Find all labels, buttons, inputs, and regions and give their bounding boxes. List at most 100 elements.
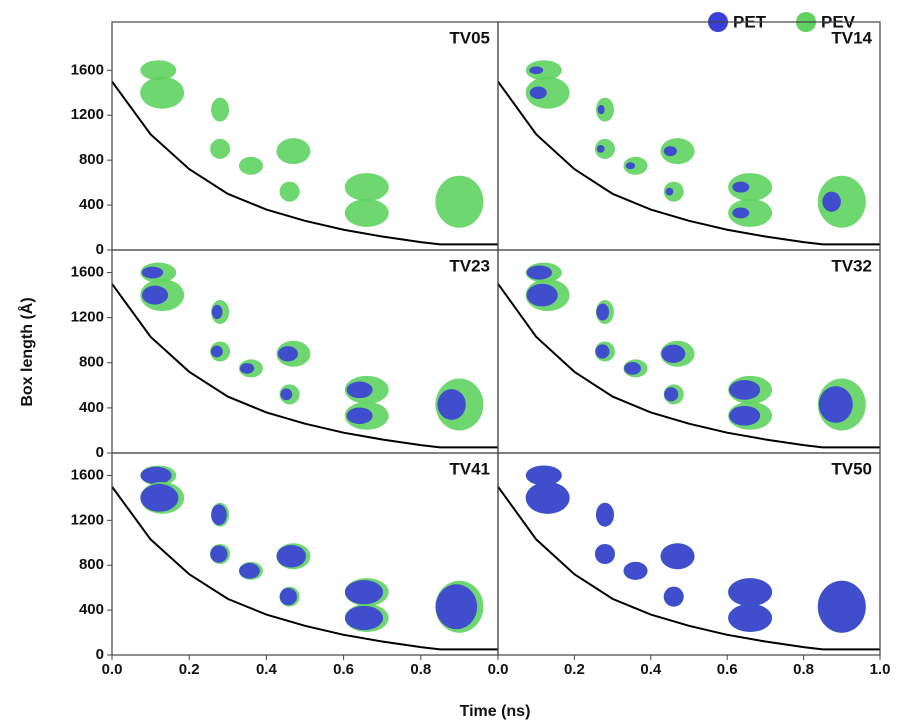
snapshot <box>624 362 642 375</box>
y-tick-label: 800 <box>79 151 104 168</box>
snapshot <box>660 543 695 570</box>
snapshot <box>817 175 866 228</box>
x-tick-label: 0.4 <box>256 661 278 678</box>
curve <box>112 486 498 651</box>
y-tick-label: 1600 <box>71 61 104 78</box>
panel: TV32 <box>497 249 881 454</box>
snapshot <box>665 187 674 196</box>
y-tick-label: 800 <box>79 556 104 573</box>
snapshot <box>525 76 570 109</box>
panel: TV23 0 400 800 1200 1600 <box>71 249 499 461</box>
snapshot <box>728 173 773 202</box>
snapshot <box>346 381 373 399</box>
x-tick-label: 0.6 <box>333 661 354 678</box>
snapshot <box>728 603 773 632</box>
snapshot <box>732 181 750 193</box>
y-tick-label: 0 <box>96 444 104 461</box>
panel-title: TV50 <box>831 459 872 478</box>
panel-title: TV23 <box>449 256 490 275</box>
snapshot <box>344 580 384 605</box>
snapshot <box>276 544 307 568</box>
snapshot <box>346 407 373 425</box>
y-axis-label: Box length (Å) <box>17 297 36 406</box>
snapshot <box>818 386 853 423</box>
snapshot <box>525 465 562 486</box>
snapshot <box>661 344 686 363</box>
snapshot <box>280 388 293 401</box>
snapshot <box>140 60 177 81</box>
panel-title: TV41 <box>449 459 490 478</box>
snapshot <box>817 580 866 633</box>
snapshot <box>623 561 648 580</box>
snapshot <box>526 265 553 280</box>
snapshot <box>595 97 614 122</box>
y-tick-label: 0 <box>96 241 104 258</box>
y-tick-label: 400 <box>79 196 104 213</box>
snapshot <box>664 387 679 402</box>
snapshot <box>210 545 228 563</box>
snapshot <box>279 181 300 202</box>
snapshot <box>595 502 614 527</box>
panel: TV50 0.0 0.2 0.4 0.6 0.8 1.0 <box>488 452 890 678</box>
panel: TV41 0 400 800 1200 1600 0.0 0.2 0.4 0.6 0.8 <box>71 452 499 678</box>
snapshot <box>625 162 636 170</box>
x-tick-label: 0.6 <box>717 661 738 678</box>
y-tick-label: 1600 <box>71 264 104 281</box>
y-tick-label: 400 <box>79 399 104 416</box>
snapshot <box>344 198 389 227</box>
curve <box>112 80 498 246</box>
snapshot <box>660 138 695 165</box>
snapshot <box>663 586 684 607</box>
x-tick-label: 0.8 <box>410 661 431 678</box>
snapshot <box>594 544 615 564</box>
snapshot <box>732 207 750 219</box>
snapshot <box>525 481 570 514</box>
snapshot <box>597 104 605 115</box>
snapshot <box>141 266 164 279</box>
snapshot <box>211 504 227 526</box>
panel: TV05 0 400 800 1200 1600 <box>71 21 499 258</box>
panel-title: TV14 <box>831 28 872 47</box>
snapshot <box>238 156 263 175</box>
snapshot <box>142 285 169 305</box>
snapshot <box>729 379 761 400</box>
snapshot <box>525 60 562 81</box>
x-axis-label: Time (ns) <box>460 703 531 720</box>
x-tick-label: 0.0 <box>488 661 509 678</box>
snapshot <box>596 303 610 321</box>
snapshot <box>529 66 544 75</box>
snapshot <box>435 175 484 228</box>
snapshot <box>239 363 255 374</box>
snapshot <box>279 587 297 606</box>
snapshot <box>663 146 677 157</box>
snapshot <box>526 283 558 307</box>
snapshot <box>239 563 260 579</box>
curve <box>112 283 498 449</box>
snapshot <box>344 605 384 631</box>
snapshot <box>140 484 179 512</box>
panel-title: TV05 <box>449 28 490 47</box>
x-tick-label: 0.0 <box>102 661 123 678</box>
snapshot <box>211 304 223 320</box>
snapshot <box>276 138 311 165</box>
x-tick-label: 0.8 <box>793 661 814 678</box>
y-tick-label: 400 <box>79 601 104 618</box>
snapshot <box>277 346 298 362</box>
snapshot <box>623 156 648 175</box>
y-tick-label: 1200 <box>71 511 104 528</box>
curve <box>498 80 880 246</box>
snapshot <box>596 145 605 153</box>
curve <box>498 283 880 449</box>
snapshot <box>595 344 610 359</box>
snapshot <box>728 198 773 227</box>
panel-title: TV32 <box>831 256 872 275</box>
snapshot <box>728 578 773 607</box>
y-tick-label: 1200 <box>71 309 104 326</box>
snapshot <box>529 86 547 99</box>
snapshot <box>210 345 223 358</box>
snapshot <box>437 389 466 420</box>
snapshot <box>729 405 761 426</box>
y-tick-label: 800 <box>79 354 104 371</box>
snapshot <box>435 584 478 630</box>
